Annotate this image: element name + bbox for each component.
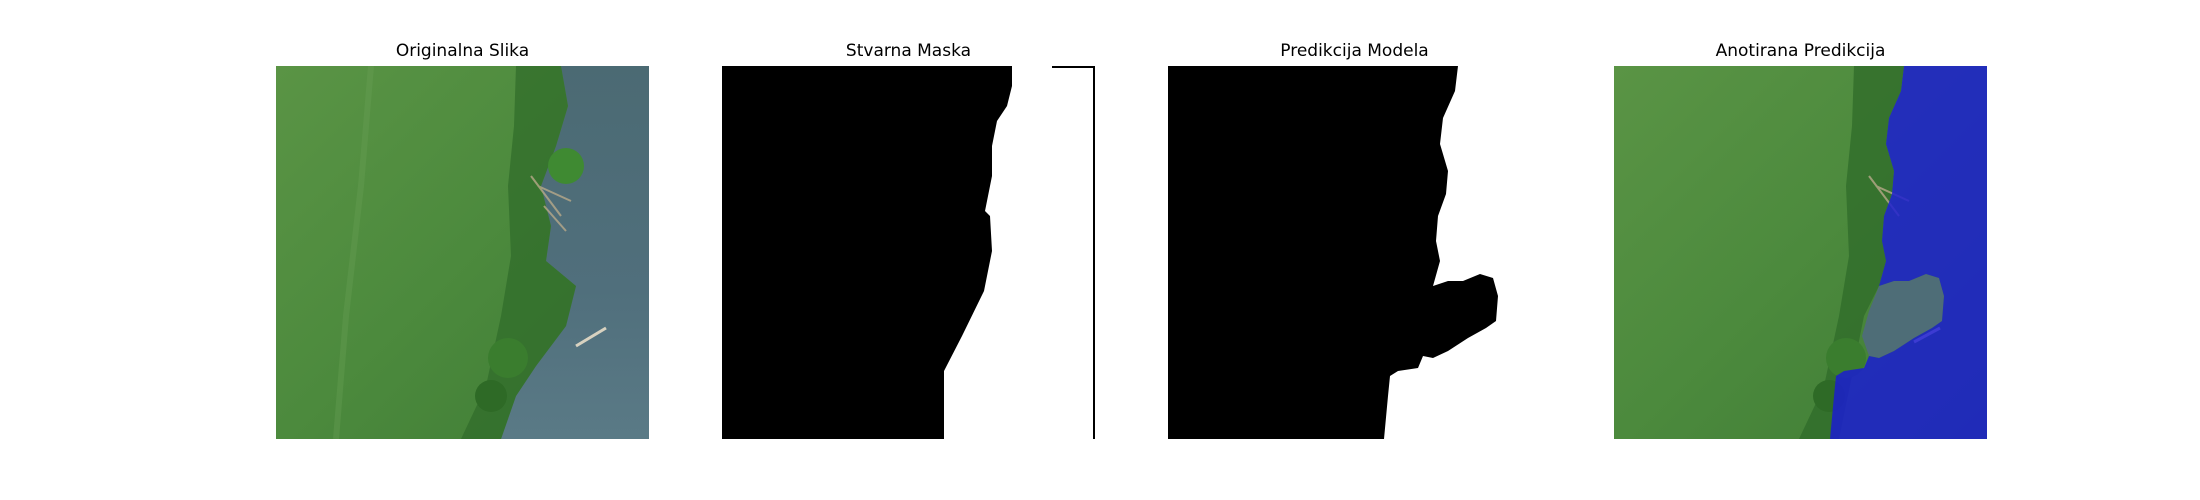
panel-original-image: Originalna Slika xyxy=(276,0,649,500)
prediction-land-region xyxy=(1168,66,1498,439)
panel-ground-truth-mask: Stvarna Maska xyxy=(722,0,1095,500)
model-prediction-image xyxy=(1168,66,1541,439)
tree-cluster xyxy=(1826,338,1866,378)
riverbank-vegetation xyxy=(461,66,576,439)
mask-edge-line xyxy=(1093,66,1095,439)
panel-title: Originalna Slika xyxy=(395,41,530,61)
riverbank-vegetation xyxy=(1799,66,1904,439)
panel-title: Predikcija Modela xyxy=(1280,41,1429,61)
prediction-water-overlay xyxy=(1830,66,1987,439)
panel-annotated-prediction: Anotirana Predikcija xyxy=(1614,0,1987,500)
original-aerial-image xyxy=(276,66,649,439)
mask-edge-line xyxy=(1052,66,1093,68)
boat xyxy=(575,326,607,348)
tree-cluster xyxy=(475,380,507,412)
unpredicted-water-area xyxy=(1862,274,1944,358)
annotated-prediction-image xyxy=(1614,66,1987,439)
fallen-branches xyxy=(530,175,572,232)
panel-title: Stvarna Maska xyxy=(845,41,972,61)
panel-title: Anotirana Predikcija xyxy=(1715,41,1886,61)
river-water xyxy=(501,66,649,439)
field-path xyxy=(333,66,374,439)
tree-cluster xyxy=(548,148,584,184)
tree-cluster xyxy=(488,338,528,378)
ground-truth-mask-image xyxy=(722,66,1095,439)
mask-water-region xyxy=(944,66,1095,439)
panel-model-prediction: Predikcija Modela xyxy=(1168,0,1541,500)
